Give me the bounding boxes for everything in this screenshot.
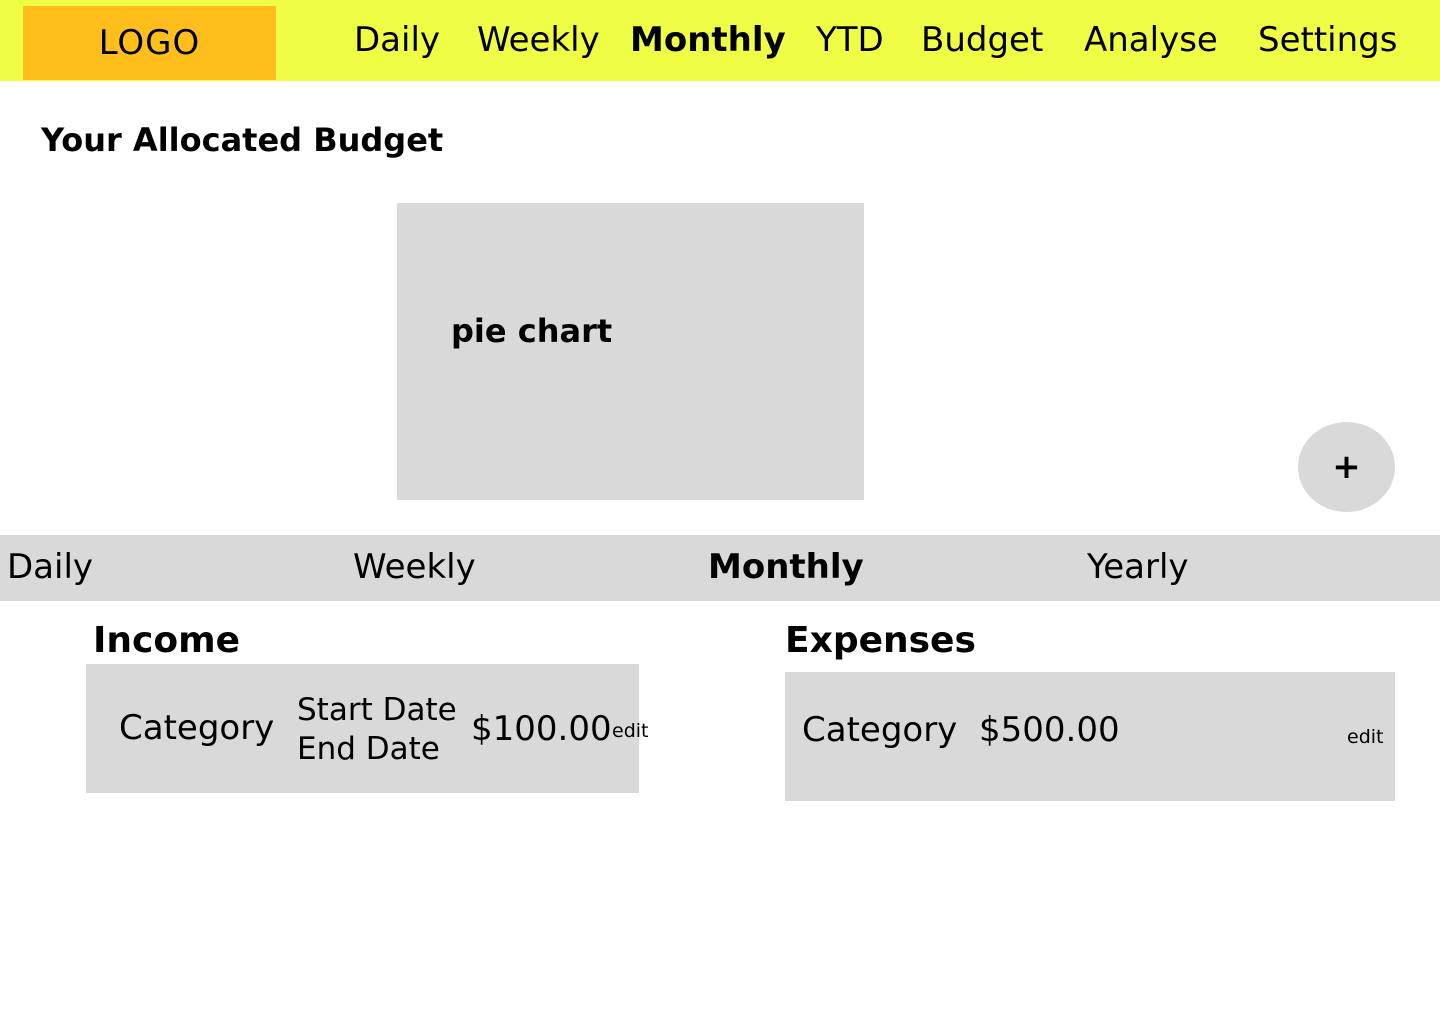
pie-chart-placeholder: pie chart xyxy=(397,203,864,500)
add-button[interactable]: + xyxy=(1298,422,1395,512)
income-title: Income xyxy=(93,620,241,661)
expense-card: Category $500.00 edit xyxy=(785,672,1395,801)
expense-category: Category xyxy=(802,710,958,750)
nav-weekly[interactable]: Weekly xyxy=(477,20,600,60)
logo[interactable]: LOGO xyxy=(23,6,276,80)
tab-daily[interactable]: Daily xyxy=(7,547,94,587)
income-card: Category Start Date End Date $100.00 edi… xyxy=(86,664,648,793)
income-start-date: Start Date xyxy=(297,692,457,728)
logo-text: LOGO xyxy=(98,23,201,63)
page-title: Your Allocated Budget xyxy=(41,121,444,159)
tab-weekly[interactable]: Weekly xyxy=(353,547,476,587)
income-edit-link[interactable]: edit xyxy=(612,720,649,742)
period-tab-bar: Daily Weekly Monthly Yearly xyxy=(0,535,1440,601)
nav-analyse[interactable]: Analyse xyxy=(1084,20,1218,60)
income-category: Category xyxy=(119,708,275,748)
income-end-date: End Date xyxy=(297,731,440,767)
nav-settings[interactable]: Settings xyxy=(1258,20,1398,60)
nav-daily[interactable]: Daily xyxy=(354,20,441,60)
expense-edit-link[interactable]: edit xyxy=(1347,726,1384,748)
plus-icon: + xyxy=(1332,447,1361,487)
expense-amount: $500.00 xyxy=(979,710,1120,750)
pie-chart-label: pie chart xyxy=(451,312,613,350)
nav-budget[interactable]: Budget xyxy=(921,20,1044,60)
nav-ytd[interactable]: YTD xyxy=(816,20,884,60)
income-amount: $100.00 xyxy=(471,709,612,749)
expenses-title: Expenses xyxy=(785,620,976,661)
nav-monthly[interactable]: Monthly xyxy=(630,20,786,60)
tab-monthly[interactable]: Monthly xyxy=(708,547,864,587)
top-nav-bar: LOGO Daily Weekly Monthly YTD Budget Ana… xyxy=(0,0,1440,81)
tab-yearly[interactable]: Yearly xyxy=(1087,547,1189,587)
